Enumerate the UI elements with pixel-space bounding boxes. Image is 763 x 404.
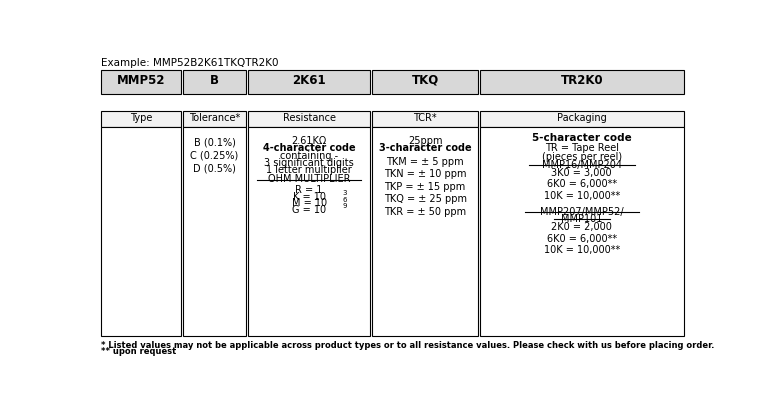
- Bar: [248, 127, 370, 336]
- Bar: [101, 111, 181, 127]
- Bar: [248, 70, 370, 94]
- Text: D (0.5%): D (0.5%): [193, 164, 236, 174]
- Text: TKP = ± 15 ppm: TKP = ± 15 ppm: [385, 182, 465, 191]
- Text: MMP16/MMP204: MMP16/MMP204: [542, 160, 622, 170]
- Bar: [372, 111, 478, 127]
- Bar: [101, 127, 181, 336]
- Text: MMP101: MMP101: [561, 214, 603, 224]
- Text: (pieces per reel): (pieces per reel): [542, 152, 622, 162]
- Text: Tolerance*: Tolerance*: [189, 113, 240, 123]
- Text: Packaging: Packaging: [557, 113, 607, 123]
- Bar: [248, 111, 370, 127]
- Text: R = 1: R = 1: [295, 185, 323, 195]
- Text: MMP207/MMP52/: MMP207/MMP52/: [540, 207, 623, 217]
- Text: K = 10: K = 10: [293, 191, 326, 202]
- Bar: [372, 127, 478, 336]
- Text: containing -: containing -: [280, 151, 338, 161]
- Text: 10K = 10,000**: 10K = 10,000**: [543, 191, 620, 201]
- Text: TKR = ± 50 ppm: TKR = ± 50 ppm: [384, 206, 466, 217]
- Text: TCR*: TCR*: [414, 113, 437, 123]
- Text: TKN = ± 10 ppm: TKN = ± 10 ppm: [384, 169, 466, 179]
- Text: 6: 6: [343, 197, 347, 202]
- Text: 10K = 10,000**: 10K = 10,000**: [543, 245, 620, 255]
- Bar: [480, 70, 684, 94]
- Text: 25ppm: 25ppm: [407, 136, 443, 145]
- Text: Resistance: Resistance: [282, 113, 336, 123]
- Bar: [183, 111, 246, 127]
- Text: 5-character code: 5-character code: [532, 133, 632, 143]
- Text: TKM = ± 5 ppm: TKM = ± 5 ppm: [386, 157, 464, 167]
- Text: 2K61: 2K61: [292, 74, 326, 87]
- Text: TR = Tape Reel: TR = Tape Reel: [545, 143, 619, 153]
- Bar: [480, 111, 684, 127]
- Text: 3-character code: 3-character code: [378, 143, 472, 154]
- Text: B (0.1%): B (0.1%): [194, 137, 236, 147]
- Text: TR2K0: TR2K0: [561, 74, 603, 87]
- Bar: [183, 70, 246, 94]
- Text: 4-character code: 4-character code: [262, 143, 356, 154]
- Bar: [183, 127, 246, 336]
- Text: 1 letter multiplier: 1 letter multiplier: [266, 165, 352, 175]
- Text: OHM MULTIPLIER: OHM MULTIPLIER: [268, 175, 350, 185]
- Text: 9: 9: [343, 203, 347, 209]
- Text: MMP52: MMP52: [117, 74, 166, 87]
- Text: 2.61KΩ: 2.61KΩ: [291, 136, 327, 145]
- Text: ** upon request: ** upon request: [101, 347, 176, 356]
- Text: B: B: [210, 74, 219, 87]
- Text: Type: Type: [130, 113, 153, 123]
- Text: G = 10: G = 10: [292, 205, 327, 215]
- Bar: [101, 70, 181, 94]
- Text: Example: MMP52B2K61TKQTR2K0: Example: MMP52B2K61TKQTR2K0: [101, 58, 278, 68]
- Bar: [372, 70, 478, 94]
- Text: TKQ: TKQ: [411, 74, 439, 87]
- Bar: [480, 127, 684, 336]
- Text: M = 10: M = 10: [291, 198, 327, 208]
- Text: * Listed values may not be applicable across product types or to all resistance : * Listed values may not be applicable ac…: [101, 341, 715, 350]
- Text: 6K0 = 6,000**: 6K0 = 6,000**: [546, 234, 617, 244]
- Text: 3: 3: [343, 190, 347, 196]
- Text: 2K0 = 2,000: 2K0 = 2,000: [552, 222, 612, 232]
- Text: 6K0 = 6,000**: 6K0 = 6,000**: [546, 179, 617, 189]
- Text: 3 significant digits: 3 significant digits: [264, 158, 354, 168]
- Text: TKQ = ± 25 ppm: TKQ = ± 25 ppm: [384, 194, 466, 204]
- Text: C (0.25%): C (0.25%): [191, 151, 239, 160]
- Text: 3K0 = 3,000: 3K0 = 3,000: [552, 168, 612, 178]
